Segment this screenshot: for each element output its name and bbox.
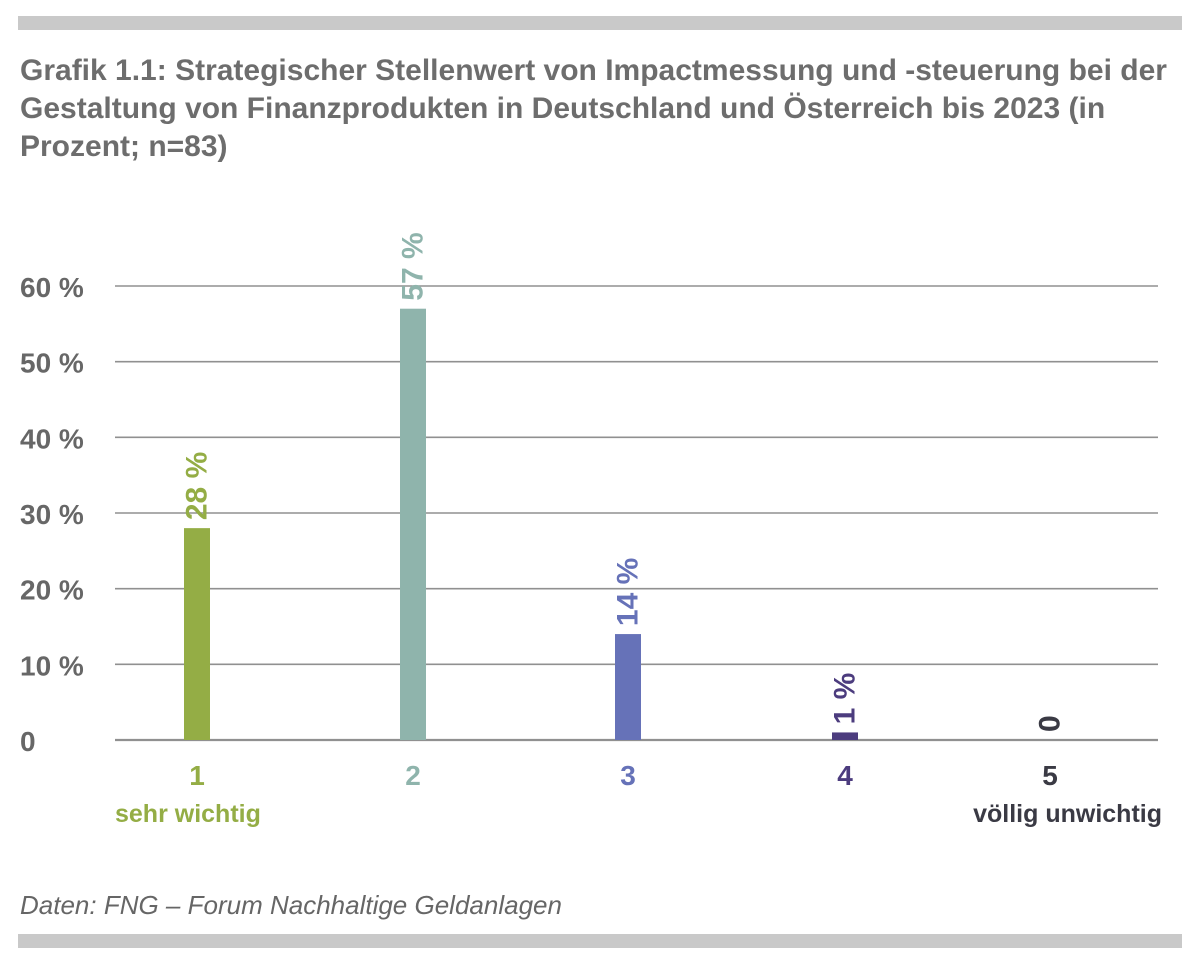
- y-tick-label: 40 %: [20, 423, 84, 454]
- y-tick-label: 10 %: [20, 650, 84, 681]
- bar-4: [832, 732, 858, 740]
- bottom-rule: [18, 934, 1182, 948]
- x-sublabel-1: sehr wichtig: [115, 800, 261, 828]
- bar-value-labels: 28 % 57 % 14 % 1 % 0: [181, 232, 1067, 732]
- bar-value-label-4: 1 %: [829, 673, 862, 725]
- x-tick-label-2: 2: [405, 760, 421, 791]
- y-tick-label: 30 %: [20, 499, 84, 530]
- x-tick-label-3: 3: [620, 760, 636, 791]
- bar-2: [400, 308, 426, 740]
- y-tick-label: 50 %: [20, 348, 84, 379]
- y-tick-label: 0: [20, 726, 36, 757]
- y-tick-label: 20 %: [20, 575, 84, 606]
- x-tick-label-5: 5: [1042, 760, 1058, 791]
- x-tick-label-1: 1: [189, 760, 205, 791]
- top-rule: [18, 16, 1182, 30]
- x-sublabel-5: völlig unwichtig: [973, 800, 1162, 828]
- x-tick-label-4: 4: [837, 760, 853, 791]
- bar-value-label-2: 57 %: [397, 232, 430, 300]
- y-axis-ticks: 0 10 % 20 % 30 % 40 % 50 % 60 %: [20, 272, 84, 757]
- bar-value-label-1: 28 %: [181, 452, 214, 520]
- y-tick-label: 60 %: [20, 272, 84, 303]
- bars: [184, 308, 858, 740]
- bar-value-label-3: 14 %: [612, 558, 645, 626]
- bar-3: [615, 634, 641, 740]
- bar-value-label-5: 0: [1034, 715, 1067, 732]
- bar-1: [184, 528, 210, 740]
- chart-title: Grafik 1.1: Strategischer Stellenwert vo…: [20, 54, 1167, 163]
- source-note: Daten: FNG – Forum Nachhaltige Geldanlag…: [20, 890, 562, 920]
- x-axis-ticks: 1 sehr wichtig 2 3 4 5 völlig unwichtig: [115, 760, 1162, 828]
